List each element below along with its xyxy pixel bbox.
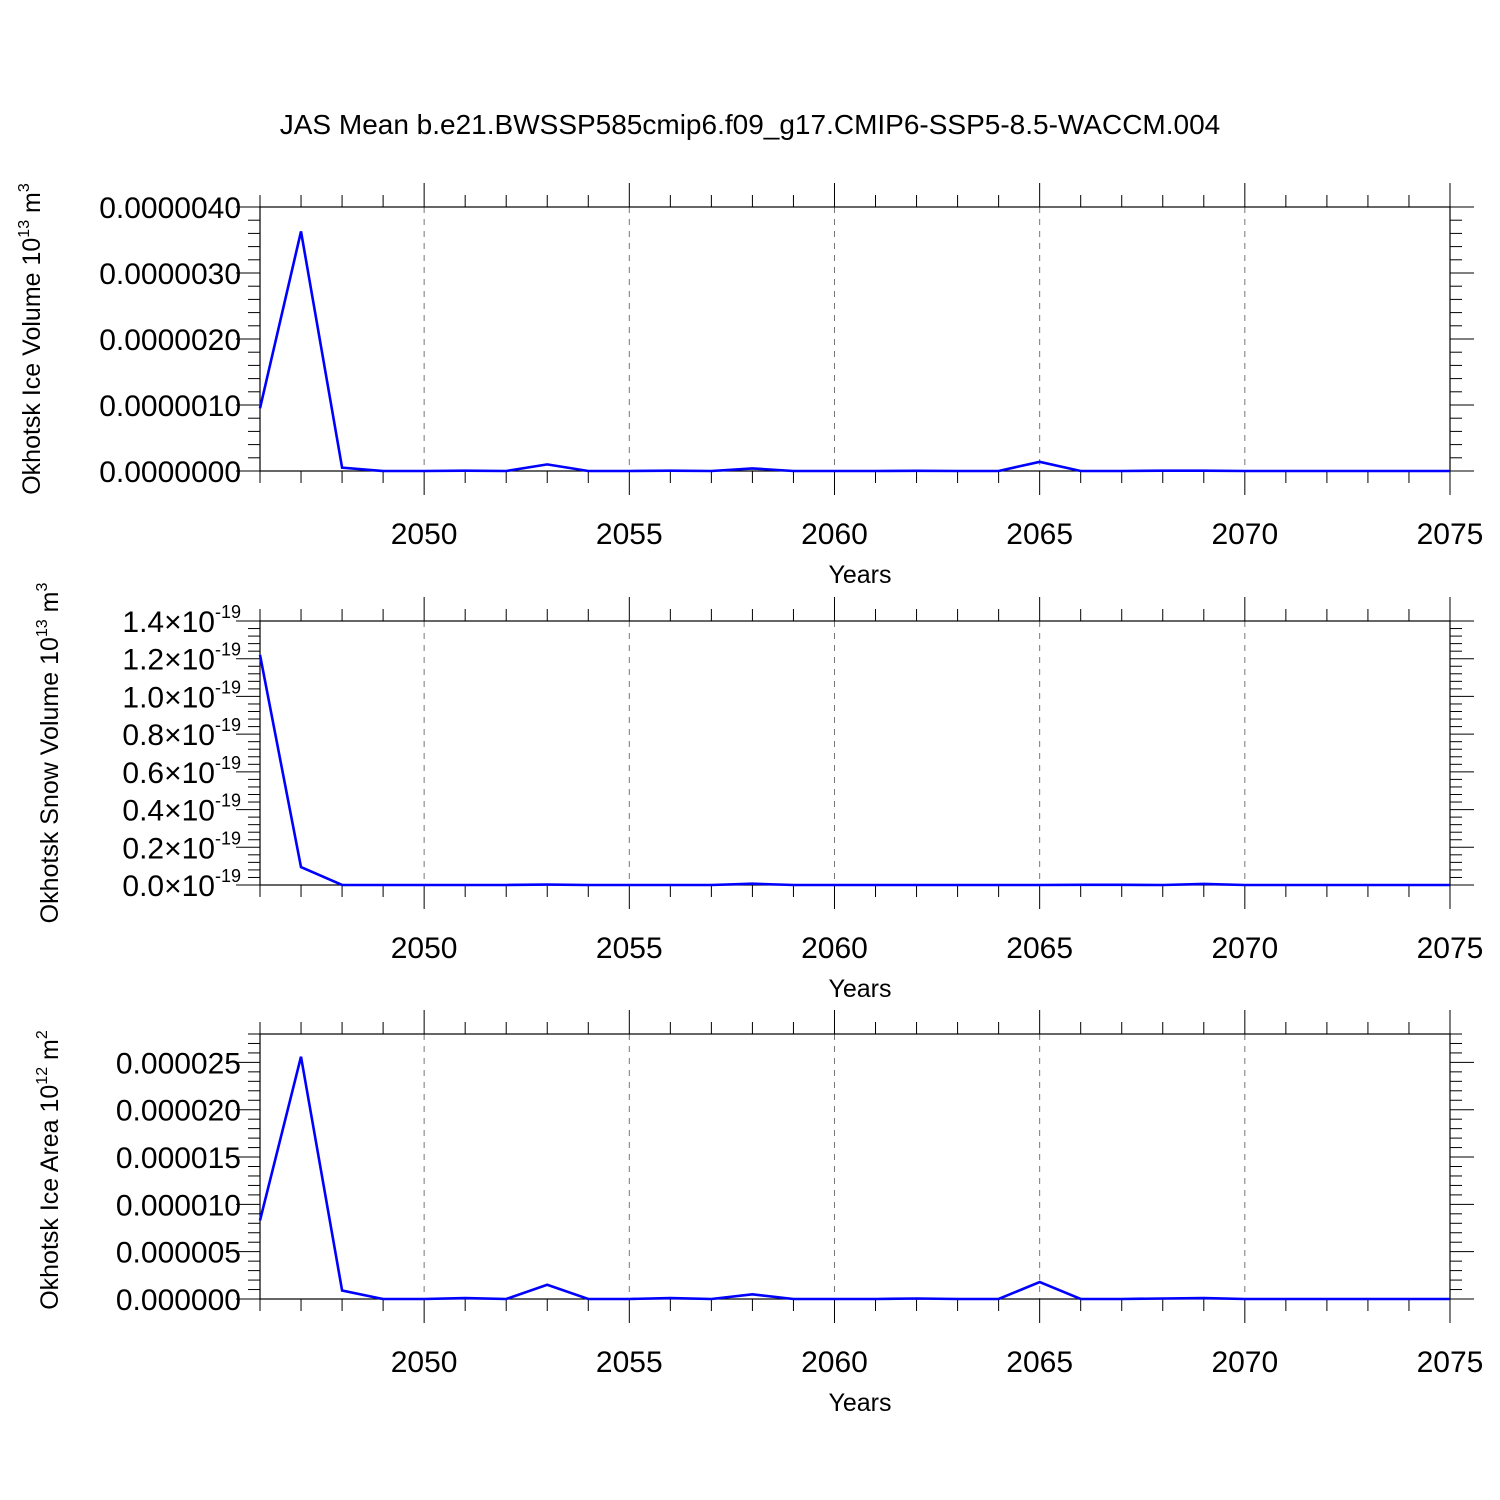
y-tick-label: 0.0000030 xyxy=(99,258,241,291)
y-tick-label: 1.2×10-19 xyxy=(122,640,241,677)
y-tick-label: 0.4×10-19 xyxy=(122,791,241,828)
y-tick-label: 0.000020 xyxy=(116,1095,241,1128)
chart-panel-2: 2050 2055 2060 2065 2070 2075 0.0×10-190.2×10-… xyxy=(34,583,1483,1003)
y-tick-label: 0.000000 xyxy=(116,1284,241,1317)
chart-panel-1: 2050 2055 2060 2065 2070 2075 0.0000000 0.00000… xyxy=(16,183,1483,589)
x-axis-title: Years xyxy=(828,975,891,1003)
x-tick-label: 2050 xyxy=(391,1346,458,1379)
x-tick-label: 2070 xyxy=(1211,932,1278,965)
y-tick-label: 0.0×10-19 xyxy=(122,866,241,903)
y-axis-title: Okhotsk Ice Area 1012 m2 xyxy=(34,1030,64,1310)
y-tick-label: 0.000015 xyxy=(116,1142,241,1175)
x-tick-label: 2050 xyxy=(391,518,458,551)
x-tick-label: 2075 xyxy=(1417,518,1484,551)
x-tick-label: 2055 xyxy=(596,932,663,965)
series-line-1 xyxy=(258,1056,1450,1301)
x-tick-label: 2055 xyxy=(596,518,663,551)
x-tick-label: 2060 xyxy=(801,932,868,965)
y-tick-label: 0.0000040 xyxy=(99,192,241,225)
figure-title: JAS Mean b.e21.BWSSP585cmip6.f09_g17.CMI… xyxy=(280,109,1221,140)
y-tick-label: 1.4×10-19 xyxy=(122,602,241,639)
y-tick-label: 0.000025 xyxy=(116,1047,241,1080)
plot-frame xyxy=(259,620,1451,886)
x-tick-label: 2065 xyxy=(1006,932,1073,965)
x-tick-label: 2060 xyxy=(801,518,868,551)
x-tick-label: 2065 xyxy=(1006,518,1073,551)
x-tick-label: 2070 xyxy=(1211,518,1278,551)
x-tick-label: 2075 xyxy=(1417,932,1484,965)
y-tick-label: 0.0000010 xyxy=(99,390,241,423)
x-axis-title: Years xyxy=(828,1389,891,1417)
x-axis-title: Years xyxy=(828,561,891,589)
plot-frame xyxy=(259,1033,1451,1300)
panels: 2050 2055 2060 2065 2070 2075 0.0000000 0.00000… xyxy=(16,183,1483,1417)
x-tick-label: 2060 xyxy=(801,1346,868,1379)
y-tick-label: 0.6×10-19 xyxy=(122,753,241,790)
y-axis-title: Okhotsk Snow Volume 1013 m3 xyxy=(34,583,64,924)
y-tick-label: 0.000005 xyxy=(116,1237,241,1270)
series-line-1 xyxy=(258,654,1450,887)
plot-frame xyxy=(259,206,1451,472)
x-tick-label: 2070 xyxy=(1211,1346,1278,1379)
y-tick-label: 0.0000000 xyxy=(99,456,241,489)
y-tick-label: 1.0×10-19 xyxy=(122,677,241,714)
y-axis-title: Okhotsk Ice Volume 1013 m3 xyxy=(16,183,46,495)
x-tick-label: 2075 xyxy=(1417,1346,1484,1379)
series-line-1 xyxy=(258,231,1450,473)
y-tick-label: 0.2×10-19 xyxy=(122,828,241,865)
x-tick-label: 2050 xyxy=(391,932,458,965)
chart-panel-3: 2050 2055 2060 2065 2070 2075 0.000000 0.000005… xyxy=(34,1010,1483,1417)
y-tick-label: 0.0000020 xyxy=(99,324,241,357)
y-tick-label: 0.000010 xyxy=(116,1189,241,1222)
y-tick-label: 0.8×10-19 xyxy=(122,715,241,752)
x-tick-label: 2065 xyxy=(1006,1346,1073,1379)
x-tick-label: 2055 xyxy=(596,1346,663,1379)
